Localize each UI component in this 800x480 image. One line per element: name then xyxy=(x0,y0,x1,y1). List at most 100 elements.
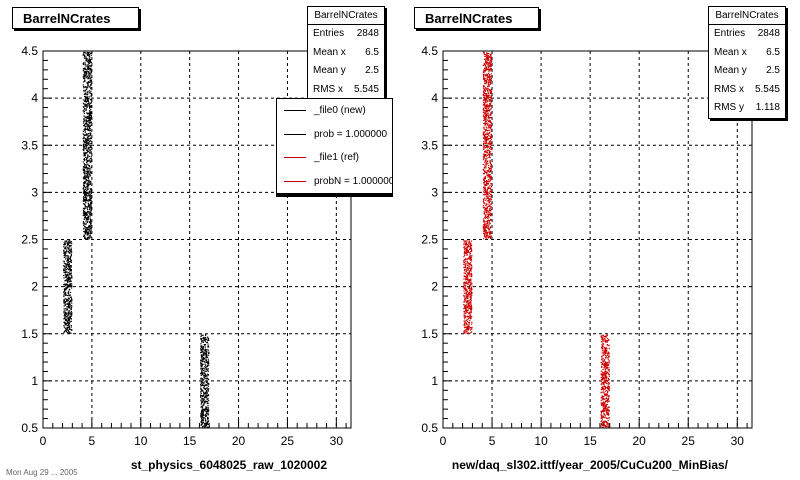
data-point xyxy=(469,255,471,257)
data-point xyxy=(604,402,606,404)
data-point xyxy=(607,414,610,416)
data-point xyxy=(82,84,84,86)
data-point xyxy=(489,70,491,72)
data-point xyxy=(603,343,605,345)
data-point xyxy=(86,137,88,139)
data-point xyxy=(483,172,485,174)
data-point xyxy=(488,198,490,200)
right-scatter-cluster xyxy=(482,51,493,240)
data-point xyxy=(84,92,86,94)
data-point xyxy=(487,217,489,219)
data-point xyxy=(608,379,610,381)
data-point xyxy=(70,307,72,309)
data-point xyxy=(466,332,468,334)
data-point xyxy=(204,353,206,355)
data-point xyxy=(207,362,210,364)
data-point xyxy=(488,140,491,143)
data-point xyxy=(487,65,489,67)
data-point xyxy=(490,75,492,77)
data-point xyxy=(68,264,70,266)
data-point xyxy=(67,331,69,334)
data-point xyxy=(89,198,91,200)
data-point xyxy=(490,164,492,166)
data-point xyxy=(608,374,610,376)
data-point xyxy=(88,237,91,239)
data-point xyxy=(485,183,487,185)
data-point xyxy=(602,344,604,346)
data-point xyxy=(89,236,91,238)
data-point xyxy=(67,329,69,331)
data-point xyxy=(489,198,491,200)
data-point xyxy=(487,92,490,94)
data-point xyxy=(487,123,489,125)
data-point xyxy=(470,295,472,297)
data-point xyxy=(90,188,92,191)
data-point xyxy=(201,361,204,363)
data-point xyxy=(485,137,487,139)
data-point xyxy=(84,93,86,95)
data-point xyxy=(204,418,207,420)
data-point xyxy=(203,340,205,342)
data-point xyxy=(83,235,85,237)
data-point xyxy=(69,303,71,305)
data-point xyxy=(485,195,487,197)
data-point xyxy=(86,69,88,71)
data-point xyxy=(604,359,606,361)
data-point xyxy=(85,191,87,193)
data-point xyxy=(486,130,488,132)
data-point xyxy=(487,231,489,233)
data-point xyxy=(90,111,92,113)
data-point xyxy=(603,407,605,410)
data-point xyxy=(85,228,87,230)
data-point xyxy=(488,199,490,201)
data-point xyxy=(487,197,489,199)
data-point xyxy=(65,266,67,268)
data-point xyxy=(85,134,87,137)
data-point xyxy=(63,321,65,323)
data-point xyxy=(485,236,487,238)
data-point xyxy=(466,274,468,276)
data-point xyxy=(465,298,467,300)
data-point xyxy=(67,277,69,279)
data-point xyxy=(607,358,609,360)
data-point xyxy=(467,297,469,299)
data-point xyxy=(82,133,84,135)
data-point xyxy=(484,79,486,81)
right-stats-row: Entries 2848 xyxy=(709,25,785,44)
data-point xyxy=(485,133,487,135)
legend-label: _file0 (new) xyxy=(314,105,366,117)
data-point xyxy=(606,412,608,414)
data-point xyxy=(606,411,608,413)
data-point xyxy=(85,120,87,122)
data-point xyxy=(468,267,471,269)
left-stats-name: BarrelNCrates xyxy=(308,7,384,25)
data-point xyxy=(484,222,486,224)
stats-label: RMS x xyxy=(313,83,343,95)
right-scatter-cluster xyxy=(463,240,473,334)
data-point xyxy=(90,83,92,85)
data-point xyxy=(464,266,466,268)
data-point xyxy=(489,65,491,67)
data-point xyxy=(483,194,485,196)
data-point xyxy=(487,187,489,189)
data-point xyxy=(483,180,486,182)
data-point xyxy=(487,162,489,165)
data-point xyxy=(488,186,490,188)
data-point xyxy=(65,316,67,318)
data-point xyxy=(463,263,465,265)
data-point xyxy=(601,346,603,348)
data-point xyxy=(471,260,473,262)
data-point xyxy=(89,165,91,167)
data-point xyxy=(89,170,91,172)
data-point xyxy=(83,168,85,170)
data-point xyxy=(207,349,210,351)
data-point xyxy=(201,363,203,365)
data-point xyxy=(469,256,471,258)
data-point xyxy=(70,253,73,255)
data-point xyxy=(604,339,606,341)
data-point xyxy=(485,151,487,153)
data-point xyxy=(489,159,491,161)
data-point xyxy=(86,166,88,169)
data-point xyxy=(84,193,86,195)
data-point xyxy=(66,277,68,279)
